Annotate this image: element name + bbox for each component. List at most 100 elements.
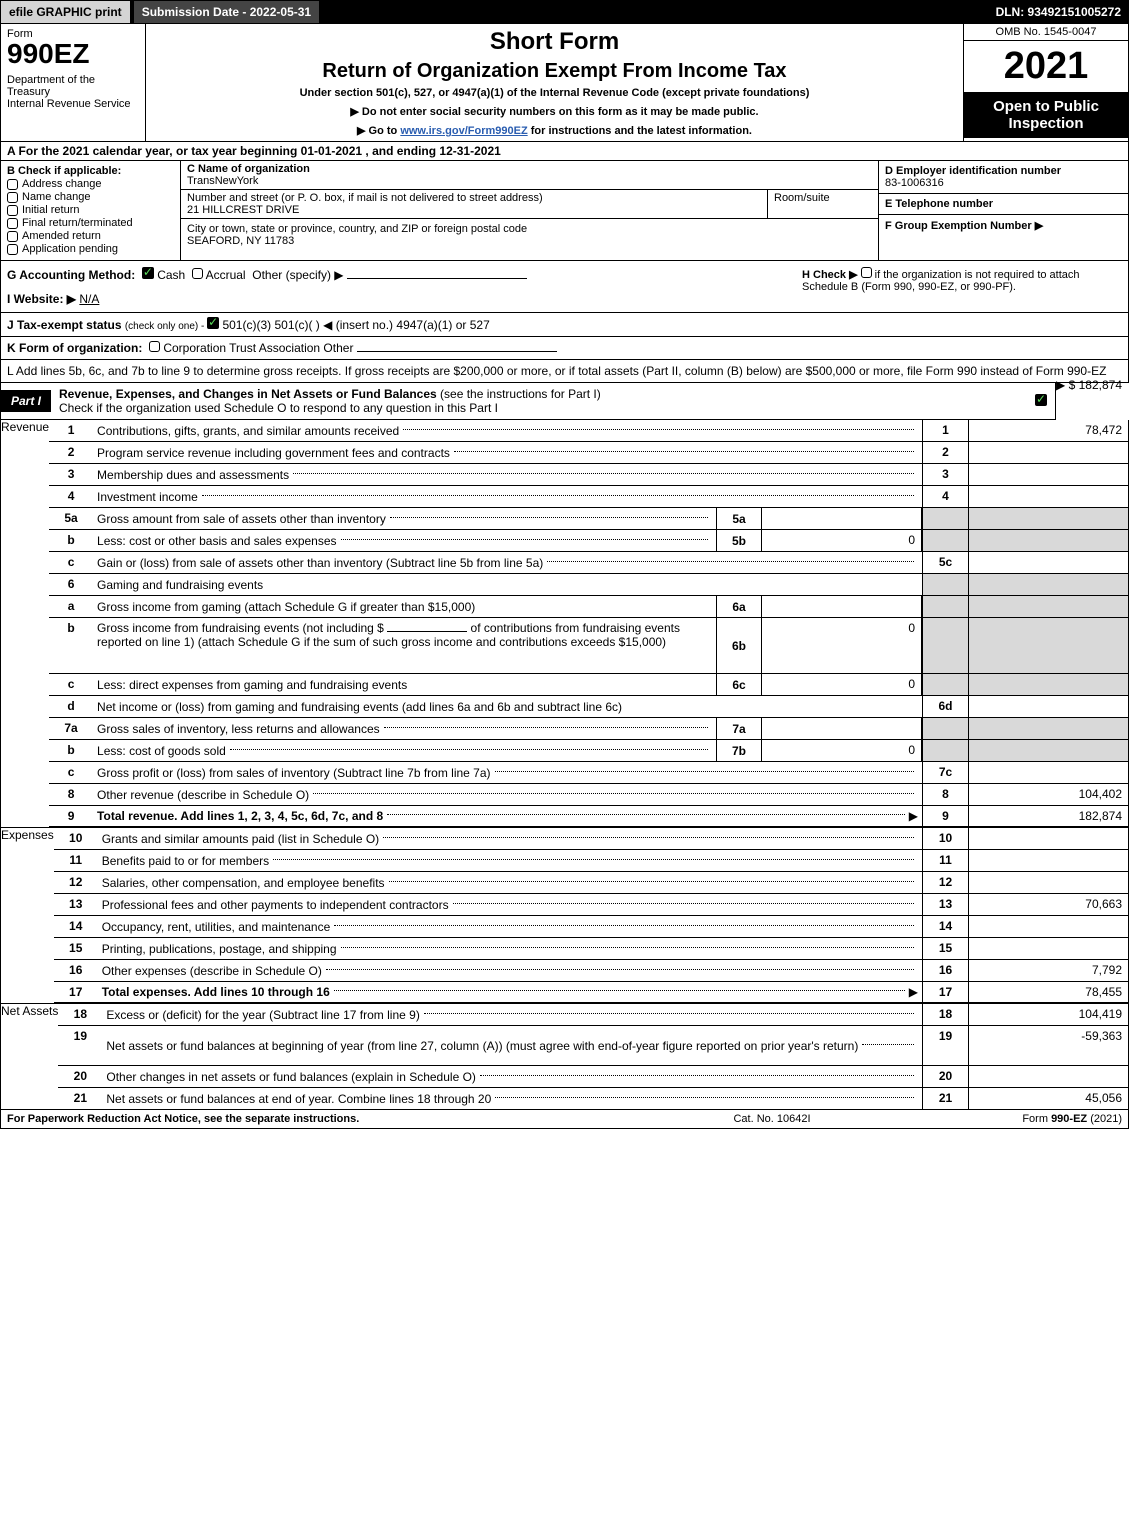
k-blank xyxy=(357,351,557,352)
chk-501c3[interactable] xyxy=(207,317,219,329)
val-21: 45,056 xyxy=(968,1088,1128,1109)
side-label-netassets: Net Assets xyxy=(1,1004,58,1110)
val-12 xyxy=(968,872,1128,893)
chk-app-pending[interactable] xyxy=(7,244,18,255)
num-18: 18 xyxy=(922,1004,968,1025)
chk-final-return[interactable] xyxy=(7,218,18,229)
row-13: 13Professional fees and other payments t… xyxy=(54,894,1128,916)
desc-6b-1: Gross income from fundraising events (no… xyxy=(97,621,384,635)
desc-3: Membership dues and assessments xyxy=(97,468,289,482)
goto-suffix: for instructions and the latest informat… xyxy=(531,125,752,137)
dln-value: DLN: 93492151005272 xyxy=(988,0,1129,24)
row-7a: 7a Gross sales of inventory, less return… xyxy=(49,718,1128,740)
subln-7b: 7b xyxy=(716,740,762,761)
omb-number: OMB No. 1545-0047 xyxy=(964,24,1128,41)
line-k: K Form of organization: Corporation Trus… xyxy=(0,337,1129,360)
subval-6b: 0 xyxy=(762,618,922,673)
subval-5b: 0 xyxy=(762,530,922,551)
city-label: City or town, state or province, country… xyxy=(187,223,872,235)
val-18: 104,419 xyxy=(968,1004,1128,1025)
row-6c: c Less: direct expenses from gaming and … xyxy=(49,674,1128,696)
ein-value: 83-1006316 xyxy=(885,177,1122,189)
g-accrual: Accrual xyxy=(206,268,246,282)
val-19: -59,363 xyxy=(968,1026,1128,1065)
efile-print-button[interactable]: efile GRAPHIC print xyxy=(0,0,131,24)
subln-7a: 7a xyxy=(716,718,762,739)
org-info-block: B Check if applicable: Address change Na… xyxy=(0,161,1129,261)
check-applicable-col: B Check if applicable: Address change Na… xyxy=(1,161,181,260)
row-9: 9 Total revenue. Add lines 1, 2, 3, 4, 5… xyxy=(49,806,1128,828)
form-number: 990EZ xyxy=(7,40,139,68)
part-i-grid: Revenue 1 Contributions, gifts, grants, … xyxy=(0,420,1129,1110)
chk-k-corp[interactable] xyxy=(149,341,160,352)
chk-cash[interactable] xyxy=(142,267,154,279)
row-20: 20Other changes in net assets or fund ba… xyxy=(58,1066,1128,1088)
i-label: I Website: ▶ xyxy=(7,292,76,306)
form-title-block: Short Form Return of Organization Exempt… xyxy=(146,24,963,141)
desc-6: Gaming and fundraising events xyxy=(97,578,263,592)
row-4: 4 Investment income 4 xyxy=(49,486,1128,508)
chk-address-change[interactable] xyxy=(7,179,18,190)
j-sub: (check only one) - xyxy=(125,321,207,332)
part-i-note: (see the instructions for Part I) xyxy=(440,387,601,401)
num-4: 4 xyxy=(922,486,968,507)
part-i-title: Revenue, Expenses, and Changes in Net As… xyxy=(59,387,437,401)
top-bar: efile GRAPHIC print Submission Date - 20… xyxy=(0,0,1129,24)
line-a: A For the 2021 calendar year, or tax yea… xyxy=(0,142,1129,161)
val-5c xyxy=(968,552,1128,573)
desc-18: Excess or (deficit) for the year (Subtra… xyxy=(106,1008,419,1022)
subval-6c: 0 xyxy=(762,674,922,695)
footer-right-pre: Form xyxy=(1022,1113,1051,1125)
chk-initial-return[interactable] xyxy=(7,205,18,216)
val-7c xyxy=(968,762,1128,783)
chk-part-i-scho[interactable] xyxy=(1035,394,1047,406)
row-10: 10Grants and similar amounts paid (list … xyxy=(54,828,1128,850)
g-label: G Accounting Method: xyxy=(7,268,135,282)
room-label: Room/suite xyxy=(768,190,878,218)
arrow-icon: ▶ xyxy=(909,809,918,823)
num-1: 1 xyxy=(922,420,968,441)
form-note-ssn: ▶ Do not enter social security numbers o… xyxy=(152,105,957,118)
open-public-inspection: Open to Public Inspection xyxy=(964,92,1128,138)
val-4 xyxy=(968,486,1128,507)
short-form-label: Short Form xyxy=(152,28,957,56)
num-2: 2 xyxy=(922,442,968,463)
chk-amended[interactable] xyxy=(7,231,18,242)
subval-7a xyxy=(762,718,922,739)
ln-1: 1 xyxy=(49,420,93,441)
desc-16: Other expenses (describe in Schedule O) xyxy=(102,964,322,978)
row-3: 3 Membership dues and assessments 3 xyxy=(49,464,1128,486)
lbl-initial-return: Initial return xyxy=(22,204,79,216)
tax-year-end: 12-31-2021 xyxy=(439,144,500,158)
footer-mid: Cat. No. 10642I xyxy=(622,1113,922,1125)
num-16: 16 xyxy=(922,960,968,981)
subln-6c: 6c xyxy=(716,674,762,695)
ein-phone-col: D Employer identification number 83-1006… xyxy=(878,161,1128,260)
l-amount: ▶ $ 182,874 xyxy=(1056,378,1122,392)
val-3 xyxy=(968,464,1128,485)
irs-link[interactable]: www.irs.gov/Form990EZ xyxy=(400,125,527,137)
lbl-amended: Amended return xyxy=(22,230,101,242)
c-name-label: C Name of organization xyxy=(187,163,872,175)
g-other-blank xyxy=(347,278,527,279)
row-6a: a Gross income from gaming (attach Sched… xyxy=(49,596,1128,618)
desc-1: Contributions, gifts, grants, and simila… xyxy=(97,424,399,438)
num-11: 11 xyxy=(922,850,968,871)
chk-h[interactable] xyxy=(861,267,872,278)
row-6b: b Gross income from fundraising events (… xyxy=(49,618,1128,674)
arrow-icon-17: ▶ xyxy=(909,985,918,999)
row-5b: b Less: cost or other basis and sales ex… xyxy=(49,530,1128,552)
row-15: 15Printing, publications, postage, and s… xyxy=(54,938,1128,960)
subval-6a xyxy=(762,596,922,617)
val-17: 78,455 xyxy=(968,982,1128,1002)
row-7c: c Gross profit or (loss) from sales of i… xyxy=(49,762,1128,784)
chk-name-change[interactable] xyxy=(7,192,18,203)
row-8: 8 Other revenue (describe in Schedule O)… xyxy=(49,784,1128,806)
num-5c: 5c xyxy=(922,552,968,573)
submission-date: Submission Date - 2022-05-31 xyxy=(133,0,320,24)
desc-7b: Less: cost of goods sold xyxy=(97,744,226,758)
desc-5c: Gain or (loss) from sale of assets other… xyxy=(97,556,543,570)
j-opts: 501(c)(3) 501(c)( ) ◀ (insert no.) 4947(… xyxy=(222,318,489,332)
chk-accrual[interactable] xyxy=(192,268,203,279)
l-text: L Add lines 5b, 6c, and 7b to line 9 to … xyxy=(7,364,1106,378)
